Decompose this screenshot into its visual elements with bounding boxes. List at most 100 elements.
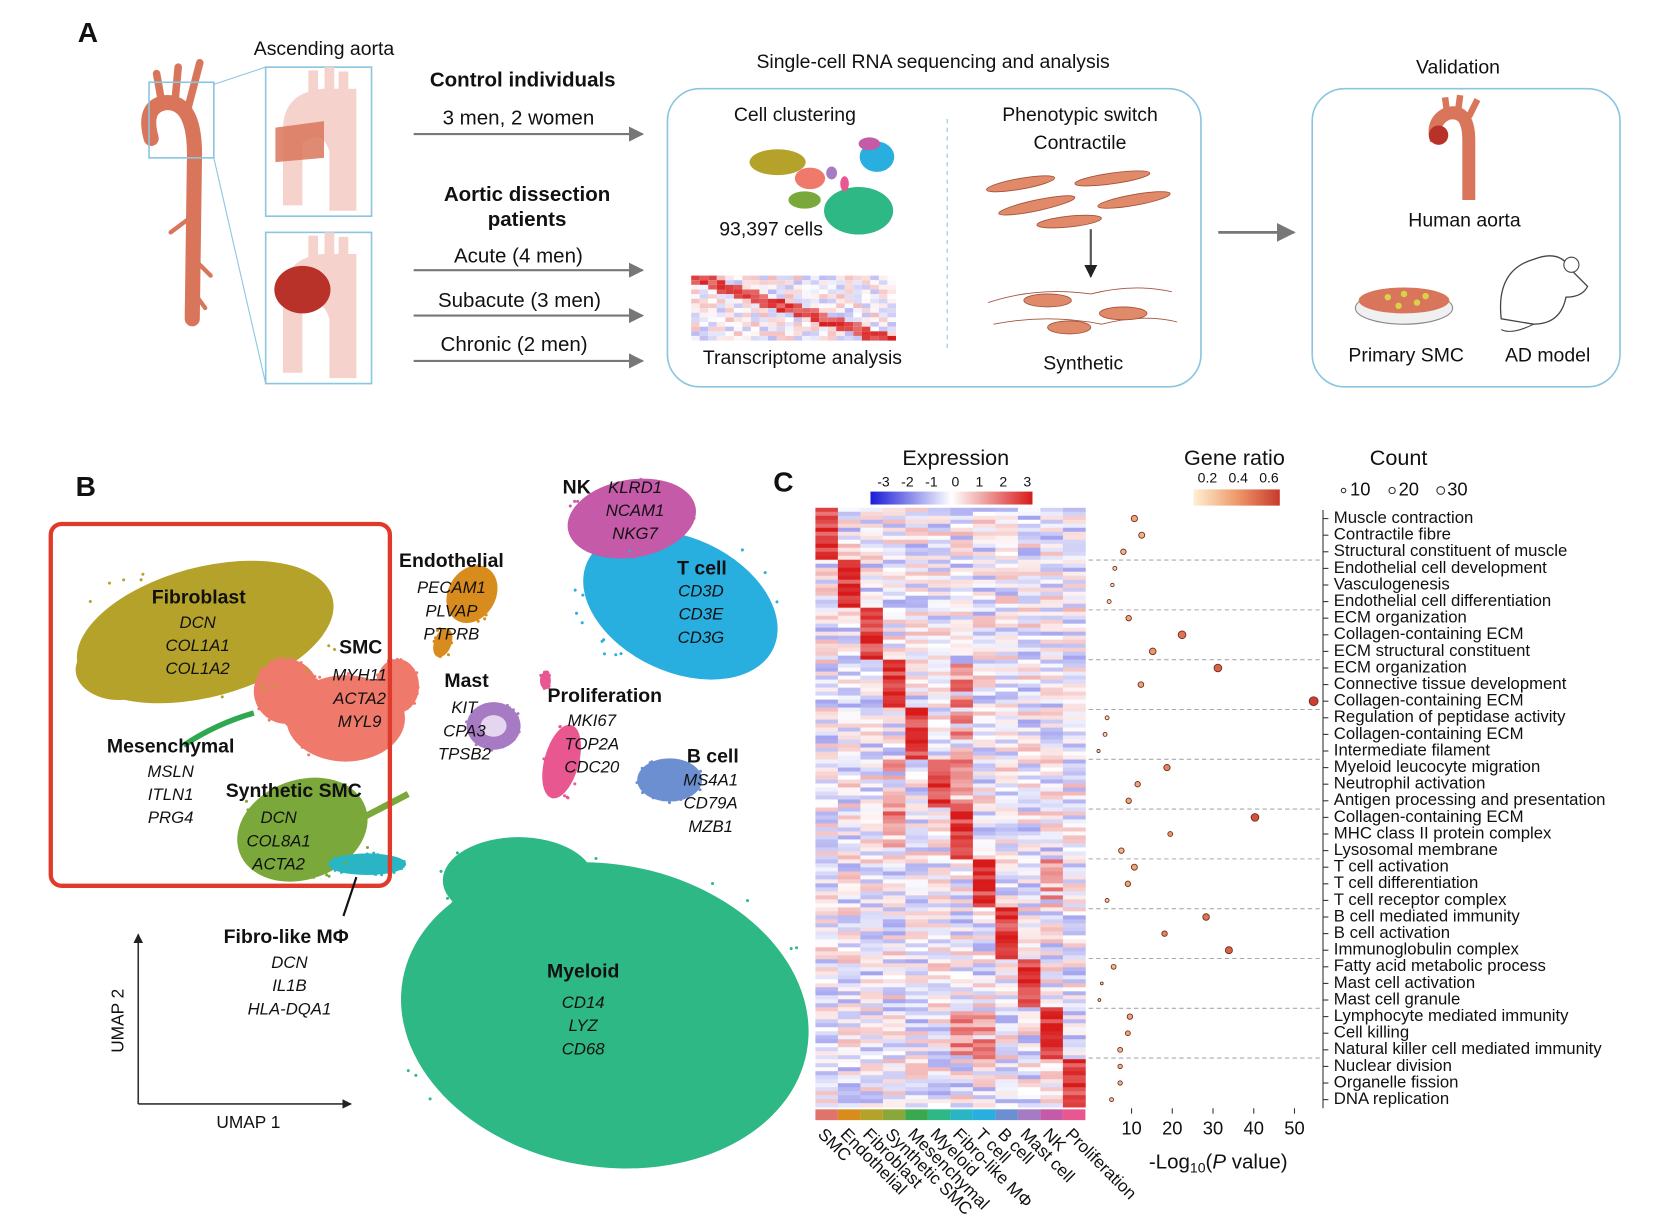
heatmap-cell — [972, 735, 996, 740]
gene-name: HLA-DQA1 — [248, 999, 332, 1018]
heatmap-cell — [837, 1035, 861, 1040]
heatmap-cell — [927, 803, 951, 808]
heatmap-cell — [995, 947, 1019, 952]
gene-name: IL1B — [272, 976, 306, 995]
cell-dot — [365, 846, 370, 850]
heatmap-cell — [1017, 679, 1041, 684]
heatmap-cell — [995, 959, 1019, 964]
term-label: T cell activation — [1334, 857, 1449, 876]
heatmap-cell — [815, 983, 839, 988]
heatmap-cell — [1062, 1091, 1086, 1096]
heatmap-cell — [972, 587, 996, 593]
cell-dot — [582, 869, 586, 873]
heatmap-cell — [1040, 971, 1064, 976]
heatmap-cell — [837, 951, 861, 956]
heatmap-cell — [1017, 535, 1041, 541]
gene-name: ACTA2 — [251, 855, 305, 874]
heatmap-cell — [927, 667, 951, 672]
heatmap-cell — [860, 1039, 884, 1044]
heatmap-cell — [950, 619, 974, 624]
mini-heat-cell — [716, 322, 726, 327]
mini-heat-cell — [887, 312, 896, 318]
heatmap-cell — [927, 915, 951, 920]
heatmap-cell — [837, 791, 861, 796]
heatmap-cell — [815, 715, 839, 720]
heatmap-cell — [927, 583, 951, 589]
heatmap-cell — [837, 975, 861, 980]
heatmap-cell — [1040, 567, 1064, 573]
heatmap-cell — [837, 551, 861, 557]
heatmap-cell — [905, 1091, 929, 1096]
heatmap-cell — [882, 891, 906, 896]
mini-heat-cell — [844, 303, 854, 309]
heatmap-cell — [815, 655, 839, 660]
heatmap-cell — [882, 867, 906, 872]
cell-dot — [585, 543, 589, 547]
heatmap-cell — [882, 539, 906, 545]
heatmap-cell — [927, 567, 951, 573]
heatmap-cell — [950, 1007, 974, 1012]
heatmap-cell — [1062, 1083, 1086, 1088]
heatmap-cell — [1040, 703, 1064, 708]
heatmap-cell — [972, 951, 996, 956]
heatmap-cell — [1017, 647, 1041, 652]
heatmap-cell — [995, 551, 1019, 557]
heatmap-cell — [905, 851, 929, 856]
heatmap-cell — [1040, 683, 1064, 688]
mini-heat-cell — [708, 275, 717, 281]
heatmap-cell — [927, 515, 951, 521]
heatmap-cell — [905, 1063, 929, 1068]
heatmap-cell — [837, 711, 861, 716]
heatmap-cell — [995, 859, 1019, 864]
heatmap-cell — [972, 539, 996, 545]
cell-dot — [161, 670, 165, 674]
heatmap-cell — [1017, 523, 1041, 529]
heatmap-cell — [927, 1075, 951, 1080]
heatmap-cell — [972, 943, 996, 948]
mini-heat-cell — [819, 322, 828, 327]
heatmap-cell — [972, 555, 996, 561]
mini-heat-cell — [691, 298, 700, 304]
heatmap-cell — [815, 971, 839, 976]
heatmap-cell — [860, 863, 884, 868]
heatmap-cell — [905, 919, 929, 924]
heatmap-cell — [972, 931, 996, 936]
mini-heat-cell — [844, 289, 854, 295]
heatmap-cell — [995, 727, 1019, 732]
cluster-blob — [433, 628, 453, 658]
heatmap-cell — [995, 851, 1019, 856]
heatmap-cell — [972, 823, 996, 828]
heatmap-cell — [860, 1055, 884, 1060]
mini-heat-cell — [691, 303, 700, 309]
heatmap-cell — [1062, 551, 1086, 557]
cell-dot — [413, 701, 417, 705]
heatmap-cell — [815, 1087, 839, 1092]
heatmap-cell — [927, 703, 951, 708]
heatmap-cell — [950, 611, 974, 616]
heatmap-cell — [972, 819, 996, 824]
gene-name: NCAM1 — [606, 501, 665, 520]
heatmap-cell — [1040, 707, 1064, 712]
heatmap-cell — [1017, 675, 1041, 680]
heatmap-cell — [1062, 883, 1086, 888]
heatmap-cell — [882, 583, 906, 589]
heatmap-cell — [1040, 923, 1064, 928]
mini-heat-cell — [725, 303, 734, 309]
heatmap-cell — [1040, 671, 1064, 676]
heatmap-cell — [815, 1035, 839, 1040]
heatmap-cell — [950, 843, 974, 848]
mini-heat-cell — [870, 317, 879, 323]
mini-heat-cell — [887, 298, 896, 304]
heatmap-cell — [972, 927, 996, 932]
heatmap-cell — [972, 771, 996, 776]
heatmap-cell — [815, 947, 839, 952]
heatmap-cell — [815, 791, 839, 796]
heatmap-cell — [837, 959, 861, 964]
cell-dot — [623, 1164, 627, 1168]
heatmap-cell — [815, 747, 839, 752]
mini-heat-cell — [853, 284, 862, 290]
heatmap-cell — [927, 1023, 951, 1028]
heatmap-cell — [815, 1079, 839, 1084]
heatmap-cell — [815, 1011, 839, 1016]
mini-heat-cell — [861, 298, 871, 304]
